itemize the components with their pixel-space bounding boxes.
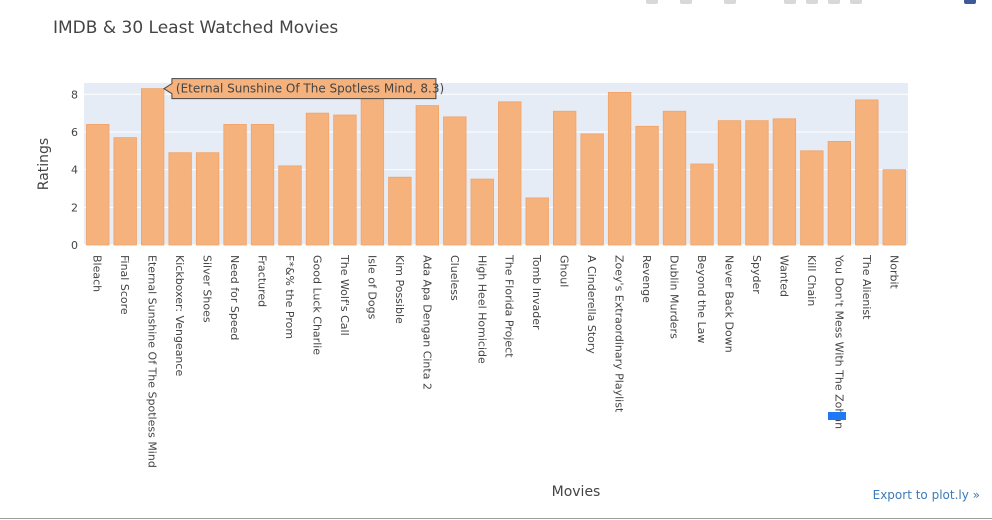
y-axis-title: Ratings <box>36 138 52 190</box>
bar[interactable] <box>360 97 385 246</box>
export-to-plotly-link[interactable]: Export to plot.ly » <box>872 488 980 502</box>
y-tick-label: 6 <box>71 126 78 139</box>
x-tick-label: Silver Shoes <box>201 255 214 323</box>
bar[interactable] <box>690 163 714 246</box>
bar[interactable] <box>305 112 330 246</box>
x-tick-label: Kickboxer: Vengeance <box>173 255 186 376</box>
bar[interactable] <box>388 176 412 246</box>
zoom-icon[interactable] <box>680 0 692 4</box>
x-tick-label: Final Score <box>118 255 131 315</box>
hover-tooltip-box <box>162 78 437 100</box>
bar[interactable] <box>525 197 549 246</box>
chart-title: IMDB & 30 Least Watched Movies <box>53 18 338 38</box>
bar[interactable] <box>333 114 357 246</box>
reset-axes-icon[interactable] <box>850 0 862 4</box>
x-axis-title: Movies <box>552 484 601 500</box>
y-tick-label: 4 <box>71 164 78 177</box>
bar[interactable] <box>855 99 879 246</box>
x-tick-label: Revenge <box>640 255 653 303</box>
bar[interactable] <box>635 125 659 246</box>
bar[interactable] <box>278 165 302 246</box>
bar[interactable] <box>141 88 165 246</box>
x-tick-label: Bleach <box>91 255 104 292</box>
bar[interactable] <box>607 92 632 246</box>
text-selection-highlight <box>828 412 846 420</box>
bars <box>86 88 906 246</box>
bar[interactable] <box>168 152 192 246</box>
hover-tooltip-text: (Eternal Sunshine Of The Spotless Mind, … <box>176 82 444 96</box>
x-tick-label: The Alienist <box>860 254 873 320</box>
bottom-divider <box>0 518 992 519</box>
lasso-icon[interactable] <box>724 0 736 4</box>
zoom-out-icon[interactable] <box>806 0 818 4</box>
x-tick-label: Fractured <box>256 255 269 307</box>
y-tick-label: 8 <box>71 88 78 101</box>
bar[interactable] <box>470 178 494 246</box>
hover-tooltip: (Eternal Sunshine Of The Spotless Mind, … <box>162 78 444 100</box>
x-tick-label: Beyond the Law <box>695 255 708 343</box>
bar[interactable] <box>745 120 769 246</box>
bar[interactable] <box>662 110 687 246</box>
x-tick-label: A Cinderella Story <box>585 255 598 354</box>
bar[interactable] <box>772 118 797 246</box>
x-tick-label: Tomb Invader <box>530 254 543 330</box>
bar[interactable] <box>86 124 110 246</box>
bar[interactable] <box>498 101 522 246</box>
bar[interactable] <box>250 124 275 246</box>
x-tick-label: Spyder <box>750 255 763 294</box>
x-tick-label: Clueless <box>448 255 461 301</box>
x-tick-label: Ada Apa Dengan Cinta 2 <box>420 255 433 390</box>
camera-icon[interactable] <box>646 0 658 4</box>
x-tick-label: You Don't Mess With The Zohan <box>832 254 845 429</box>
bar[interactable] <box>827 140 851 246</box>
bar[interactable] <box>415 105 439 246</box>
x-tick-label: Isle of Dogs <box>365 255 378 320</box>
bar[interactable] <box>553 110 577 246</box>
x-axis-ticks: Bleach Final Score Eternal Sunshine Of The… <box>91 254 901 468</box>
bar[interactable] <box>443 116 467 246</box>
x-tick-label: Kill Chain <box>805 255 818 306</box>
bar[interactable] <box>580 133 604 246</box>
x-tick-label: Zoey's Extraordinary Playlist <box>613 255 626 413</box>
modebar[interactable] <box>640 0 992 6</box>
y-tick-label: 2 <box>71 201 78 214</box>
plot-area[interactable] <box>84 83 908 245</box>
x-tick-label: High Heel Homicide <box>475 255 488 364</box>
bar[interactable] <box>800 150 824 246</box>
x-tick-label: Wanted <box>777 255 790 297</box>
x-tick-label: F*&% the Prom <box>283 255 296 339</box>
bar[interactable] <box>195 152 220 246</box>
bar[interactable] <box>717 120 742 246</box>
x-tick-label: The Florida Project <box>503 254 516 358</box>
bar[interactable] <box>113 137 137 246</box>
bar[interactable] <box>223 124 247 246</box>
zoom-in-icon[interactable] <box>784 0 796 4</box>
plotly-logo-icon[interactable] <box>964 0 976 4</box>
x-tick-label: Never Back Down <box>722 255 735 353</box>
x-tick-label: Need for Speed <box>228 255 241 340</box>
x-tick-label: The Wolf's Call <box>338 254 351 336</box>
y-tick-label: 0 <box>71 239 78 252</box>
x-tick-label: Good Luck Charlie <box>310 255 323 355</box>
x-tick-label: Norbit <box>887 255 900 290</box>
x-tick-label: Kim Possible <box>393 255 406 324</box>
x-tick-label: Eternal Sunshine Of The Spotless Mind <box>146 255 159 468</box>
x-tick-label: Ghoul <box>558 255 571 287</box>
autoscale-icon[interactable] <box>828 0 840 4</box>
gridlines <box>84 93 908 246</box>
x-tick-label: Dublin Murders <box>668 255 681 339</box>
y-axis-ticks: 0 2 4 6 8 <box>71 88 78 252</box>
bar[interactable] <box>882 169 906 246</box>
